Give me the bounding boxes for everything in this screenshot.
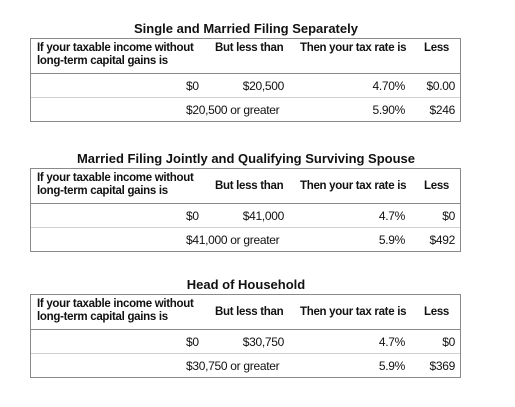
section-title: Single and Married Filing Separately — [134, 21, 358, 36]
table-header — [31, 39, 460, 74]
data-cell: $0.00 — [426, 79, 455, 93]
section-title: Head of Household — [186, 277, 306, 292]
data-cell: $369 — [429, 359, 456, 373]
header-cell: If your taxable income without long-term… — [37, 298, 194, 323]
data-cell: $0 — [442, 209, 455, 223]
header-cell: Then your tax rate is — [300, 180, 407, 192]
header-cell: If your taxable income without long-term… — [37, 172, 194, 197]
data-cell: $0 — [442, 335, 455, 349]
table-header — [31, 295, 460, 330]
data-cell: $20,500 — [242, 79, 285, 93]
data-cell: $0 — [186, 335, 199, 349]
data-cell: $20,500 or greater — [186, 103, 280, 117]
tax-table: If your taxable income without long-term… — [30, 38, 461, 122]
row-divider — [31, 353, 460, 354]
header-cell: But less than — [215, 42, 284, 54]
data-cell: $0 — [186, 79, 199, 93]
data-cell: 5.9% — [378, 359, 405, 373]
header-cell: Then your tax rate is — [300, 306, 407, 318]
data-cell: 4.7% — [378, 335, 405, 349]
table-header — [31, 169, 460, 204]
data-cell: $30,750 or greater — [186, 359, 280, 373]
data-cell: $246 — [429, 103, 456, 117]
data-cell: $0 — [186, 209, 199, 223]
header-cell: Less — [424, 180, 450, 192]
header-cell: If your taxable income without long-term… — [37, 42, 194, 67]
data-cell: $492 — [429, 233, 456, 247]
tax-table: If your taxable income without long-term… — [30, 294, 461, 378]
data-cell: $41,000 or greater — [186, 233, 280, 247]
tax-table: If your taxable income without long-term… — [30, 168, 461, 252]
data-cell: 4.7% — [378, 209, 405, 223]
header-cell: Then your tax rate is — [300, 42, 407, 54]
data-cell: 5.90% — [372, 103, 405, 117]
row-divider — [31, 227, 460, 228]
section-title: Married Filing Jointly and Qualifying Su… — [76, 151, 416, 166]
data-cell: $30,750 — [242, 335, 285, 349]
header-cell: Less — [424, 42, 450, 54]
data-cell: 5.9% — [378, 233, 405, 247]
data-cell: $41,000 — [242, 209, 285, 223]
data-cell: 4.70% — [372, 79, 405, 93]
header-cell: Less — [424, 306, 450, 318]
header-cell: But less than — [215, 180, 284, 192]
row-divider — [31, 97, 460, 98]
header-cell: But less than — [215, 306, 284, 318]
